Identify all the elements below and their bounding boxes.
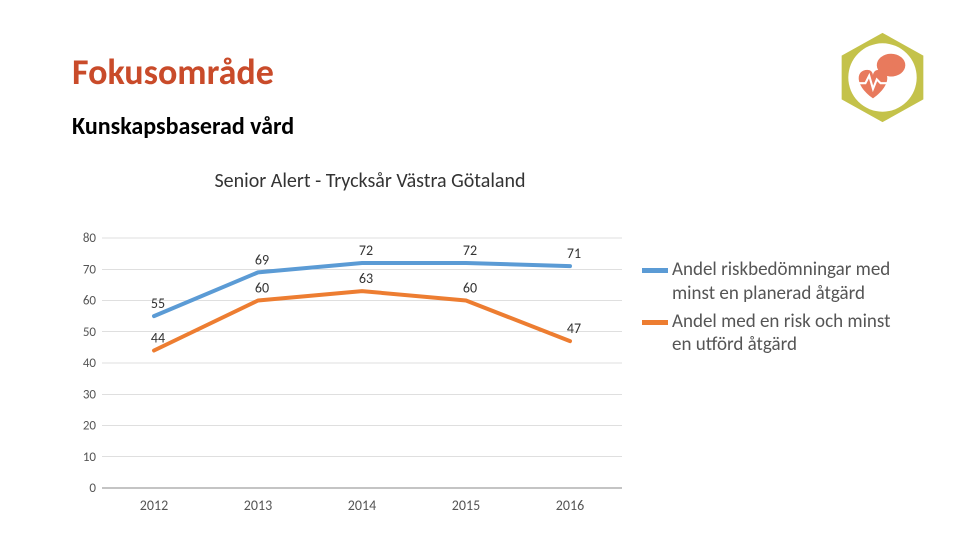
svg-text:2016: 2016 — [556, 497, 584, 514]
svg-text:10: 10 — [83, 450, 97, 465]
svg-text:72: 72 — [359, 242, 373, 259]
svg-text:20: 20 — [83, 419, 97, 434]
svg-text:2012: 2012 — [140, 497, 168, 514]
svg-text:0: 0 — [89, 481, 96, 496]
page-subtitle: Kunskapsbaserad vård — [72, 112, 960, 141]
svg-text:63: 63 — [359, 270, 373, 287]
line-chart: 0 10 20 30 40 50 60 70 80 2012 2013 2014 2015 2016 55 6… — [72, 228, 632, 518]
legend-label: Andel riskbedömningar med minst en plane… — [672, 258, 892, 306]
legend-swatch-icon — [642, 268, 668, 273]
chart-container: 0 10 20 30 40 50 60 70 80 2012 2013 2014 2015 2016 55 6… — [72, 228, 892, 518]
svg-text:70: 70 — [83, 262, 97, 277]
page-title: Fokusområde — [72, 50, 960, 94]
svg-text:60: 60 — [463, 280, 477, 297]
svg-text:40: 40 — [83, 356, 97, 371]
svg-text:2015: 2015 — [452, 497, 480, 514]
svg-text:55: 55 — [151, 295, 165, 312]
legend-item: Andel riskbedömningar med minst en plane… — [642, 258, 892, 306]
chart-legend: Andel riskbedömningar med minst en plane… — [632, 228, 892, 518]
svg-text:71: 71 — [567, 245, 581, 262]
focus-badge-icon — [835, 30, 930, 125]
legend-label: Andel med en risk och minst en utförd åt… — [672, 310, 892, 358]
legend-item: Andel med en risk och minst en utförd åt… — [642, 310, 892, 358]
svg-text:2013: 2013 — [244, 497, 272, 514]
svg-text:80: 80 — [83, 231, 97, 246]
svg-text:60: 60 — [83, 294, 97, 309]
svg-text:2014: 2014 — [348, 497, 376, 514]
svg-text:69: 69 — [255, 251, 269, 268]
svg-text:72: 72 — [463, 242, 477, 259]
legend-swatch-icon — [642, 320, 668, 325]
svg-text:47: 47 — [567, 320, 581, 337]
chart-plot-area: 0 10 20 30 40 50 60 70 80 2012 2013 2014 2015 2016 55 6… — [72, 228, 632, 518]
svg-text:44: 44 — [151, 330, 165, 347]
chart-title: Senior Alert - Trycksår Västra Götaland — [0, 169, 960, 193]
svg-text:30: 30 — [83, 387, 97, 402]
svg-text:50: 50 — [83, 325, 97, 340]
svg-text:60: 60 — [255, 280, 269, 297]
